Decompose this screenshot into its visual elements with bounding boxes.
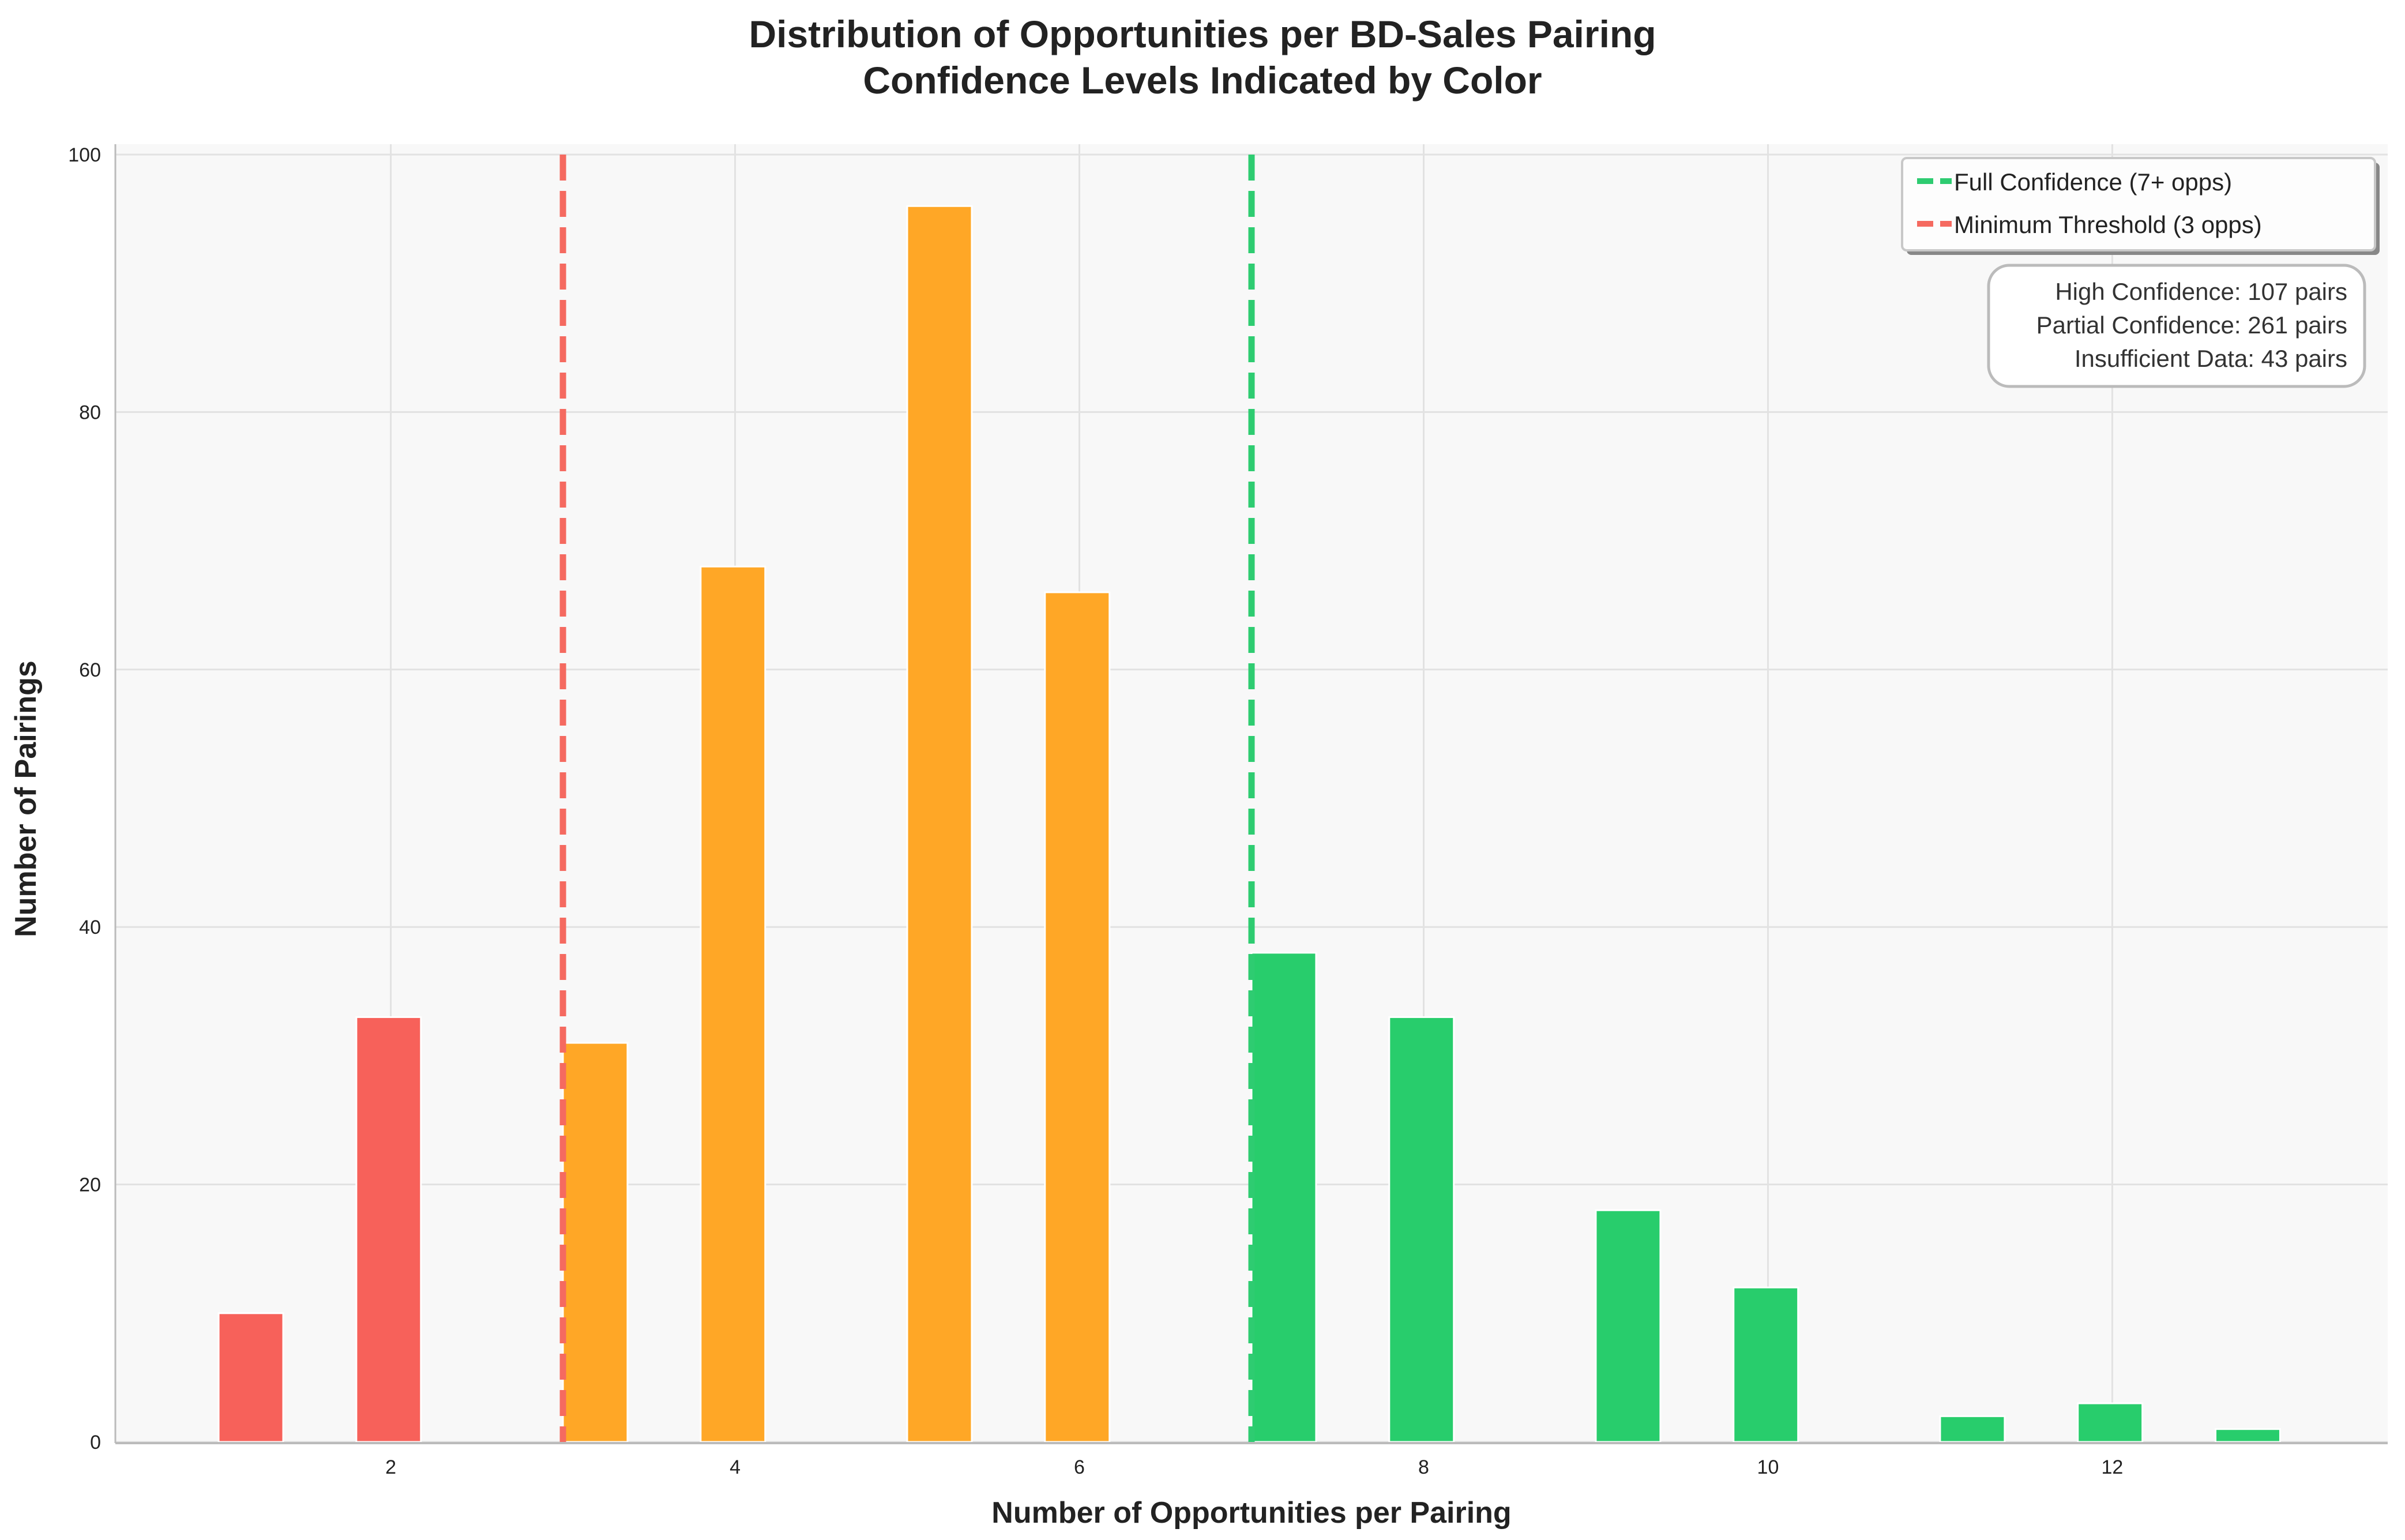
y-tick-label: 40 <box>79 917 101 938</box>
chart-subtitle: Confidence Levels Indicated by Color <box>863 59 1542 102</box>
x-tick-label: 10 <box>1757 1456 1779 1478</box>
x-tick-label: 2 <box>385 1456 396 1478</box>
bar-10-opps <box>1733 1286 1799 1443</box>
bar-8-opps <box>1388 1016 1455 1443</box>
x-tick-label: 12 <box>2102 1456 2124 1478</box>
bar-3-opps <box>562 1042 629 1443</box>
y-tick-label: 0 <box>90 1432 101 1453</box>
y-tick-label: 20 <box>79 1174 101 1196</box>
y-tick-label: 60 <box>79 659 101 681</box>
x-axis-label: Number of Opportunities per Pairing <box>991 1496 1511 1530</box>
x-tick-label: 4 <box>730 1456 741 1478</box>
legend: Full Confidence (7+ opps) Minimum Thresh… <box>1901 157 2380 255</box>
bar-7-opps <box>1250 952 1317 1443</box>
bar-13-opps <box>2215 1428 2281 1443</box>
x-tick-label: 6 <box>1074 1456 1085 1478</box>
y-tick-label: 80 <box>79 401 101 423</box>
bar-11-opps <box>1939 1415 2006 1443</box>
summary-partial: Partial Confidence: 261 pairs <box>2036 311 2347 339</box>
legend-label-minimum-threshold: Minimum Threshold (3 opps) <box>1954 211 2262 238</box>
bar-6-opps <box>1044 591 1111 1443</box>
bar-1-opps <box>217 1312 284 1443</box>
bar-12-opps <box>2077 1402 2144 1443</box>
legend-label-full-confidence: Full Confidence (7+ opps) <box>1954 168 2232 196</box>
y-axis-label: Number of Pairings <box>9 660 43 937</box>
y-tick-label: 100 <box>68 144 101 166</box>
x-tick-label: 8 <box>1418 1456 1429 1478</box>
bar-4-opps <box>700 565 766 1443</box>
summary-box: High Confidence: 107 pairs Partial Confi… <box>1987 264 2366 388</box>
chart-title: Distribution of Opportunities per BD-Sal… <box>749 13 1656 55</box>
bar-5-opps <box>906 205 973 1443</box>
summary-insufficient: Insufficient Data: 43 pairs <box>2075 345 2347 372</box>
summary-high: High Confidence: 107 pairs <box>2055 278 2347 305</box>
bar-9-opps <box>1595 1209 1662 1443</box>
bar-2-opps <box>355 1016 422 1443</box>
